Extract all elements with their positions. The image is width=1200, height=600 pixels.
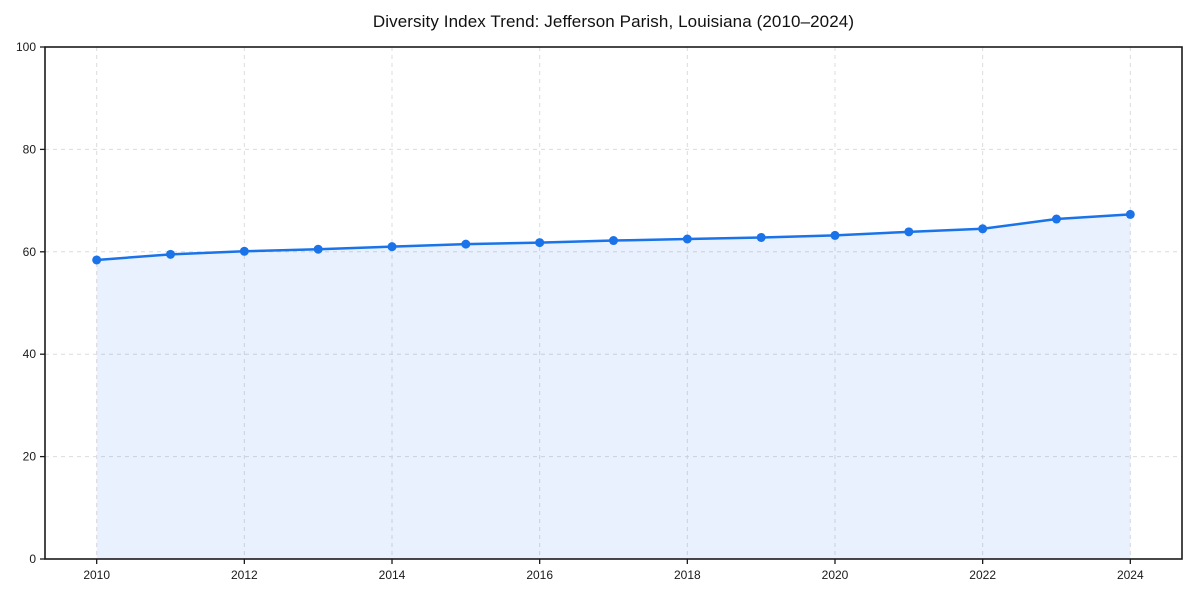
data-point-marker bbox=[1051, 214, 1061, 224]
chart-title: Diversity Index Trend: Jefferson Parish,… bbox=[372, 12, 855, 31]
y-axis-tick-label: 60 bbox=[23, 245, 37, 259]
x-axis-tick-label: 2024 bbox=[1117, 568, 1144, 582]
x-axis-tick-label: 2016 bbox=[526, 568, 553, 582]
data-point-marker bbox=[756, 232, 766, 242]
data-point-marker bbox=[461, 239, 471, 249]
data-point-marker bbox=[904, 227, 914, 237]
x-axis-tick-label: 2018 bbox=[674, 568, 701, 582]
data-point-marker bbox=[978, 224, 988, 234]
y-axis-tick-label: 100 bbox=[16, 40, 36, 54]
x-axis-tick-label: 2012 bbox=[231, 568, 258, 582]
y-axis-tick-label: 20 bbox=[23, 450, 37, 464]
data-point-marker bbox=[535, 238, 545, 248]
y-axis-tick-label: 80 bbox=[23, 142, 37, 156]
data-point-marker bbox=[1125, 209, 1135, 219]
x-axis-tick-label: 2010 bbox=[83, 568, 110, 582]
data-point-marker bbox=[166, 249, 176, 259]
data-point-marker bbox=[92, 255, 102, 265]
x-axis-tick-label: 2022 bbox=[969, 568, 996, 582]
data-point-marker bbox=[239, 246, 249, 256]
data-point-marker bbox=[682, 234, 692, 244]
data-point-marker bbox=[387, 242, 397, 252]
data-point-marker bbox=[313, 244, 323, 254]
plot-border bbox=[44, 46, 1183, 560]
y-axis-tick-label: 0 bbox=[29, 552, 36, 566]
y-axis-tick-label: 40 bbox=[23, 347, 37, 361]
x-axis-tick-label: 2014 bbox=[379, 568, 406, 582]
data-point-marker bbox=[830, 230, 840, 240]
data-point-marker bbox=[609, 236, 618, 246]
series-area-fill bbox=[96, 214, 1131, 559]
x-axis-tick-label: 2020 bbox=[822, 568, 849, 582]
